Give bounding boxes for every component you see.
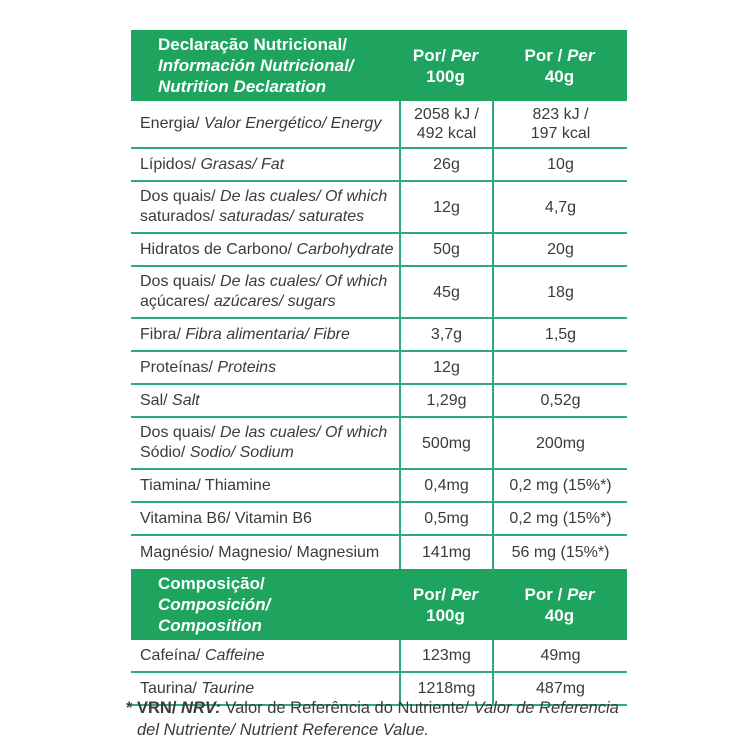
- nutrient-label: Energia/ Valor Energético/ Energy: [140, 115, 382, 132]
- table-row: Vitamina B6/ Vitamin B6 0,5mg 0,2 mg (15%*…: [131, 503, 627, 536]
- header-title-line-pt: Declaração Nutricional/: [158, 35, 347, 54]
- footnote-text-es-en: Valor de Referencia del Nutriente/ Nutri…: [137, 699, 619, 739]
- nutrient-label: Fibra/ Fibra alimentaria/ Fibre: [140, 325, 350, 343]
- per-100g-amount: 100g: [426, 66, 465, 86]
- value-per-100g: 3,7g: [399, 319, 492, 350]
- header-title-line-es: Información Nutricional/: [158, 56, 354, 75]
- value-per-40g: 0,52g: [492, 385, 627, 416]
- nutrient-label: Magnésio/ Magnesio/ Magnesium: [140, 543, 380, 561]
- value-per-100g: 1,29g: [399, 385, 492, 416]
- table-row: Tiamina/ Thiamine 0,4mg 0,2 mg (15%*): [131, 470, 627, 503]
- composition-title-es: Composición/: [158, 595, 271, 614]
- value-per-40g: [492, 352, 627, 383]
- nutrient-label: Dos quais/ De las cuales/ Of which açúcar…: [140, 273, 388, 310]
- value-per-40g: 1,5g: [492, 319, 627, 350]
- nutrient-label: Taurina/ Taurine: [140, 679, 255, 697]
- composition-title-en: Composition: [158, 616, 262, 635]
- composition-title-pt: Composição/: [158, 574, 265, 593]
- table-row: Fibra/ Fibra alimentaria/ Fibre 3,7g 1,5g: [131, 319, 627, 352]
- nutrient-label: Hidratos de Carbono/ Carbohydrate: [140, 240, 394, 258]
- value-per-100g: 45g: [399, 267, 492, 317]
- nutrition-rows: Energia/ Valor Energético/ Energy 2058 kJ…: [131, 101, 627, 569]
- per-40g-label: Por / Per: [524, 584, 595, 604]
- table-row: Energia/ Valor Energético/ Energy 2058 kJ…: [131, 101, 627, 149]
- nutrition-label-table: Declaração Nutricional/ Información Nutr…: [131, 30, 627, 706]
- nutrient-label: Proteínas/ Proteins: [140, 358, 277, 376]
- per-100g-amount: 100g: [426, 605, 465, 625]
- value-per-100g: 500mg: [399, 418, 492, 468]
- value-per-40g: 0,2 mg (15%*): [492, 503, 627, 534]
- nutrition-declaration-header: Declaração Nutricional/ Información Nutr…: [131, 30, 627, 101]
- nutrient-label: Tiamina/ Thiamine: [140, 476, 271, 494]
- column-header-per-100g: Por/ Per 100g: [399, 569, 492, 640]
- table-row: Dos quais/ De las cuales/ Of which açúcar…: [131, 267, 627, 319]
- footnote-asterisk: *: [126, 699, 138, 717]
- column-header-per-40g: Por / Per 40g: [492, 30, 627, 101]
- table-row: Magnésio/ Magnesio/ Magnesium 141mg 56 mg …: [131, 536, 627, 569]
- nrv-footnote: * VRN/ NRV: Valor de Referência do Nutri…: [126, 697, 628, 741]
- nutrient-label: Lípidos/ Grasas/ Fat: [140, 155, 285, 173]
- nutrient-label: Dos quais/ De las cuales/ Of which Sódio/…: [140, 424, 388, 461]
- table-row: Dos quais/ De las cuales/ Of which Sódio/…: [131, 418, 627, 470]
- table-row: Sal/ Salt 1,29g 0,52g: [131, 385, 627, 418]
- value-per-40g: 49mg: [492, 640, 627, 671]
- table-row: Dos quais/ De las cuales/ Of which satura…: [131, 182, 627, 234]
- column-header-per-40g: Por / Per 40g: [492, 569, 627, 640]
- composition-header: Composição/ Composición/ Composition Por…: [131, 569, 627, 640]
- per-40g-amount: 40g: [544, 605, 575, 625]
- footnote-text-pt: Valor de Referência do Nutriente/: [225, 699, 474, 717]
- nutrient-label: Sal/ Salt: [140, 391, 200, 409]
- value-per-100g: 123mg: [399, 640, 492, 671]
- value-per-100g: 0,4mg: [399, 470, 492, 501]
- value-per-100g: 0,5mg: [399, 503, 492, 534]
- value-per-40g: 20g: [492, 234, 627, 265]
- table-row: Proteínas/ Proteins 12g: [131, 352, 627, 385]
- value-per-100g: 26g: [399, 149, 492, 180]
- value-per-40g: 0,2 mg (15%*): [492, 470, 627, 501]
- value-per-100g: 1218mg: [399, 673, 492, 704]
- nutrient-label: Cafeína/ Caffeine: [140, 646, 265, 664]
- table-row: Hidratos de Carbono/ Carbohydrate 50g 20g: [131, 234, 627, 267]
- value-per-100g: 12g: [399, 182, 492, 232]
- per-40g-amount: 40g: [544, 66, 575, 86]
- header-title: Declaração Nutricional/ Información Nutr…: [131, 30, 399, 101]
- per-100g-label: Por/ Per: [412, 45, 479, 65]
- value-per-100g: 2058 kJ /492 kcal: [399, 101, 492, 147]
- value-per-40g: 823 kJ /197 kcal: [492, 101, 627, 147]
- footnote-vrn: VRN/: [137, 699, 182, 717]
- value-per-40g: 200mg: [492, 418, 627, 468]
- value-per-40g: 4,7g: [492, 182, 627, 232]
- column-header-per-100g: Por/ Per 100g: [399, 30, 492, 101]
- footnote-nrv: NRV:: [181, 699, 226, 717]
- table-row: Lípidos/ Grasas/ Fat 26g 10g: [131, 149, 627, 182]
- per-40g-label: Por / Per: [524, 45, 595, 65]
- nutrient-label: Dos quais/ De las cuales/ Of which satura…: [140, 188, 388, 225]
- per-100g-label: Por/ Per: [412, 584, 479, 604]
- value-per-100g: 12g: [399, 352, 492, 383]
- value-per-40g: 18g: [492, 267, 627, 317]
- composition-title: Composição/ Composición/ Composition: [131, 569, 399, 640]
- table-row: Cafeína/ Caffeine 123mg 49mg: [131, 640, 627, 673]
- value-per-40g: 10g: [492, 149, 627, 180]
- header-title-line-en: Nutrition Declaration: [158, 77, 327, 96]
- table-row: Taurina/ Taurine 1218mg 487mg: [131, 673, 627, 706]
- composition-rows: Cafeína/ Caffeine 123mg 49mg Taurina/ Tauri…: [131, 640, 627, 706]
- value-per-40g: 56 mg (15%*): [492, 536, 627, 569]
- value-per-40g: 487mg: [492, 673, 627, 704]
- value-per-100g: 141mg: [399, 536, 492, 569]
- nutrient-label: Vitamina B6/ Vitamin B6: [140, 509, 312, 527]
- value-per-100g: 50g: [399, 234, 492, 265]
